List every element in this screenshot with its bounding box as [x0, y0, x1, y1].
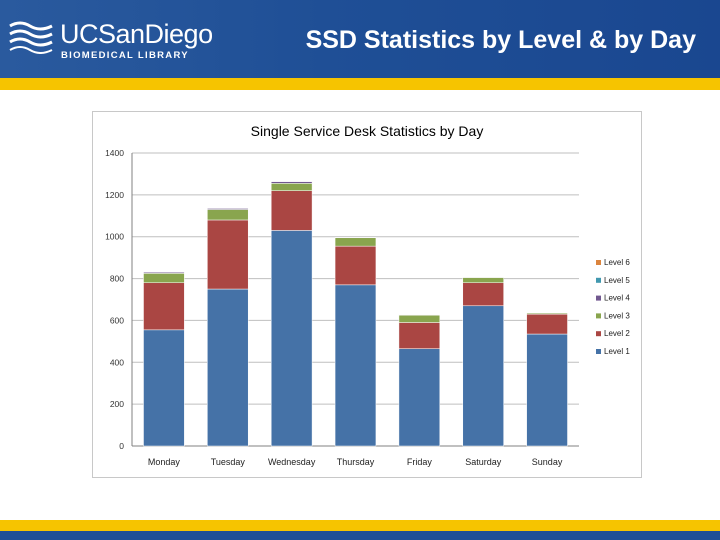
- bar-segment-level-3: [143, 273, 185, 284]
- bar-segment-level-1: [526, 333, 568, 447]
- bar-segment-level-3: [526, 312, 568, 315]
- slide-title: SSD Statistics by Level & by Day: [305, 26, 696, 54]
- y-tick-label: 1200: [105, 190, 124, 200]
- x-tick-label: Friday: [407, 457, 433, 467]
- ucsd-logo: UCSanDiego BIOMEDICAL LIBRARY: [8, 16, 238, 66]
- legend-label: Level 5: [604, 276, 630, 285]
- x-tick-label: Tuesday: [211, 457, 246, 467]
- legend-label: Level 3: [604, 311, 630, 320]
- legend-label: Level 1: [604, 347, 630, 356]
- x-tick-label: Saturday: [465, 457, 502, 467]
- header-accent-bar: [0, 78, 720, 90]
- triton-wave-icon: [9, 21, 53, 54]
- legend-label: Level 6: [604, 258, 630, 267]
- bar-segment-level-2: [526, 313, 568, 335]
- y-tick-label: 600: [110, 315, 124, 325]
- y-tick-label: 800: [110, 274, 124, 284]
- bar-segment-level-1: [270, 230, 313, 447]
- y-tick-label: 200: [110, 399, 124, 409]
- legend-swatch: [596, 277, 601, 283]
- slide-header: UCSanDiego BIOMEDICAL LIBRARY SSD Statis…: [0, 0, 720, 78]
- x-tick-label: Thursday: [337, 457, 375, 467]
- x-tick-label: Sunday: [532, 457, 563, 467]
- legend-label: Level 2: [604, 329, 630, 338]
- y-tick-label: 0: [119, 441, 124, 451]
- bar-segment-level-1: [334, 284, 377, 447]
- y-axis: 0 200 400 600 800 1000 1200 1400: [105, 148, 124, 451]
- stacked-bar-chart: Single Service Desk Statistics by Day 0 2…: [105, 123, 630, 467]
- chart-frame: Single Service Desk Statistics by Day 0 2…: [92, 111, 642, 478]
- logo-subtitle: BIOMEDICAL LIBRARY: [61, 50, 189, 61]
- bar-segment-level-2: [334, 245, 377, 286]
- y-tick-label: 400: [110, 357, 124, 367]
- bar-segment-level-3: [270, 183, 313, 191]
- bars: [143, 181, 568, 447]
- bar-segment-level-2: [462, 282, 504, 307]
- bar-segment-level-1: [143, 329, 185, 447]
- bar-segment-level-4: [207, 208, 249, 210]
- bar-segment-level-1: [207, 288, 249, 447]
- bar-segment-level-3: [462, 277, 504, 284]
- bar-segment-level-2: [207, 219, 249, 290]
- legend: Level 6 Level 5 Level 4 Level 3 Level 2 Level…: [596, 258, 630, 356]
- bar-segment-level-1: [462, 305, 504, 447]
- legend-swatch: [596, 295, 601, 301]
- bar-segment-level-3: [398, 314, 441, 323]
- legend-swatch: [596, 313, 601, 319]
- bar-segment-level-3: [207, 209, 249, 221]
- x-axis: Monday Tuesday Wednesday Thursday Friday Satu…: [148, 457, 563, 467]
- legend-swatch: [596, 349, 601, 354]
- bar-segment-level-3: [334, 237, 377, 247]
- x-tick-label: Wednesday: [268, 457, 316, 467]
- legend-swatch: [596, 331, 601, 337]
- logo-name: UCSanDiego: [60, 19, 213, 49]
- y-tick-label: 1000: [105, 232, 124, 242]
- y-tick-label: 1400: [105, 148, 124, 158]
- bar-segment-level-2: [398, 322, 441, 349]
- bar-segment-level-4: [143, 272, 185, 274]
- footer-blue-bar: [0, 531, 720, 540]
- x-tick-label: Monday: [148, 457, 181, 467]
- footer-gold-bar: [0, 520, 720, 531]
- bar-segment-level-2: [143, 282, 185, 331]
- legend-label: Level 4: [604, 294, 630, 303]
- bar-segment-level-2: [270, 190, 313, 231]
- legend-swatch: [596, 260, 601, 265]
- chart-title: Single Service Desk Statistics by Day: [251, 123, 484, 139]
- bar-segment-level-4: [270, 181, 313, 184]
- bar-segment-level-1: [398, 348, 441, 447]
